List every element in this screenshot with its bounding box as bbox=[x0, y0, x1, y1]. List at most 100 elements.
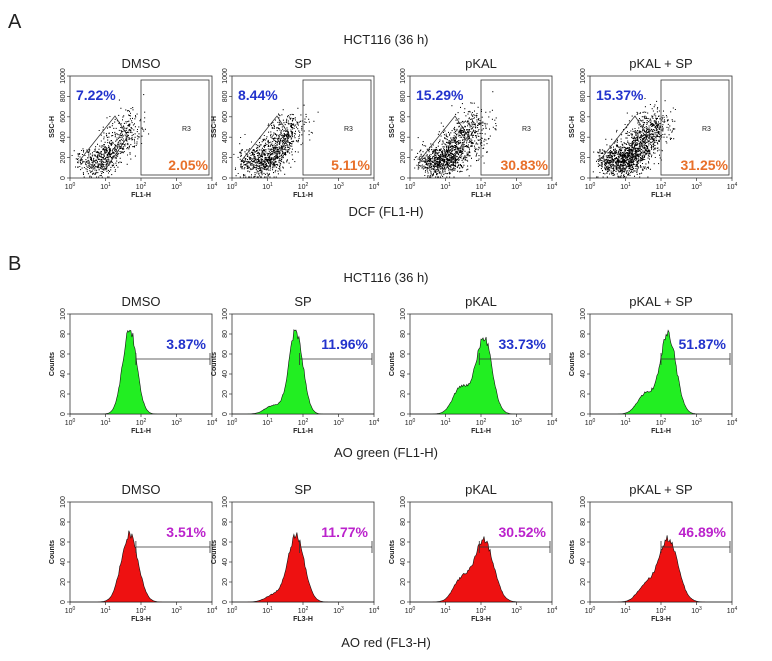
y-tick-label: 80 bbox=[222, 330, 229, 338]
y-tick-label: 60 bbox=[580, 538, 587, 546]
gate-polygon bbox=[241, 115, 291, 171]
x-axis-label: FL1-H bbox=[293, 192, 313, 199]
tick-exp: 1 bbox=[448, 606, 451, 612]
tick-base: 10 bbox=[369, 420, 377, 427]
tick-base: 10 bbox=[476, 420, 484, 427]
y-tick-label: 800 bbox=[60, 90, 67, 102]
left-gate-percent: 7.22% bbox=[76, 87, 116, 103]
tick-base: 10 bbox=[333, 184, 341, 191]
x-tick-label: 100 bbox=[65, 182, 76, 191]
y-tick-label: 0 bbox=[580, 412, 587, 416]
tick-base: 10 bbox=[333, 608, 341, 615]
y-tick-label: 1000 bbox=[222, 68, 229, 84]
tick-base: 10 bbox=[369, 608, 377, 615]
tick-base: 10 bbox=[100, 420, 108, 427]
tick-base: 10 bbox=[405, 420, 413, 427]
tick-exp: 0 bbox=[413, 418, 416, 424]
plot-title: pKAL + SP bbox=[629, 294, 692, 309]
x-tick-label: 103 bbox=[691, 182, 702, 191]
tick-exp: 2 bbox=[306, 182, 309, 188]
y-tick-label: 80 bbox=[400, 518, 407, 526]
x-axis-label: FL3-H bbox=[651, 616, 671, 623]
tick-base: 10 bbox=[136, 608, 144, 615]
tick-base: 10 bbox=[585, 608, 593, 615]
y-axis-label: Counts bbox=[389, 540, 396, 564]
x-tick-label: 102 bbox=[656, 182, 667, 191]
x-axis-label: FL1-H bbox=[131, 428, 151, 435]
marker-bracket bbox=[478, 353, 551, 365]
tick-exp: 3 bbox=[519, 418, 522, 424]
y-tick-label: 20 bbox=[580, 578, 587, 586]
y-tick-label: 60 bbox=[580, 350, 587, 358]
x-axis-label: FL3-H bbox=[293, 616, 313, 623]
tick-exp: 4 bbox=[377, 182, 380, 188]
y-tick-label: 0 bbox=[222, 412, 229, 416]
panel-title: HCT116 (36 h) bbox=[343, 270, 428, 285]
tick-base: 10 bbox=[262, 608, 270, 615]
y-tick-label: 80 bbox=[60, 330, 67, 338]
y-tick-label: 0 bbox=[580, 176, 587, 180]
gate-label: R3 bbox=[344, 126, 353, 133]
tick-exp: 2 bbox=[484, 606, 487, 612]
scatter-dots bbox=[71, 94, 150, 178]
marker-percent: 11.96% bbox=[321, 336, 368, 352]
tick-exp: 3 bbox=[341, 606, 344, 612]
plot-title: SP bbox=[294, 56, 311, 71]
gate-r3 bbox=[302, 79, 372, 176]
x-tick-label: 101 bbox=[100, 606, 111, 615]
tick-base: 10 bbox=[100, 608, 108, 615]
tick-exp: 2 bbox=[484, 418, 487, 424]
gate-r3 bbox=[140, 79, 210, 176]
y-tick-label: 800 bbox=[580, 90, 587, 102]
panel-label: B bbox=[8, 253, 21, 275]
tick-exp: 2 bbox=[664, 418, 667, 424]
tick-exp: 3 bbox=[699, 606, 702, 612]
x-tick-label: 102 bbox=[476, 182, 487, 191]
histogram bbox=[410, 336, 552, 415]
x-tick-label: 101 bbox=[440, 182, 451, 191]
x-tick-label: 102 bbox=[476, 418, 487, 427]
x-axis-label: FL1-H bbox=[293, 428, 313, 435]
marker-bracket bbox=[660, 541, 731, 553]
tick-exp: 2 bbox=[664, 606, 667, 612]
marker-percent: 33.73% bbox=[499, 336, 547, 352]
x-tick-label: 101 bbox=[620, 606, 631, 615]
marker-percent: 46.89% bbox=[679, 524, 727, 540]
left-gate-percent: 15.37% bbox=[596, 87, 644, 103]
y-tick-label: 200 bbox=[222, 152, 229, 164]
x-tick-label: 104 bbox=[369, 606, 380, 615]
x-tick-label: 103 bbox=[511, 606, 522, 615]
plot-title: SP bbox=[294, 482, 311, 497]
tick-exp: 1 bbox=[108, 418, 111, 424]
y-tick-label: 400 bbox=[400, 131, 407, 143]
tick-base: 10 bbox=[585, 184, 593, 191]
y-tick-label: 80 bbox=[400, 330, 407, 338]
x-axis-label: FL3-H bbox=[471, 616, 491, 623]
x-tick-label: 103 bbox=[691, 606, 702, 615]
y-tick-label: 100 bbox=[580, 496, 587, 508]
y-tick-label: 0 bbox=[222, 176, 229, 180]
tick-exp: 1 bbox=[108, 182, 111, 188]
marker-bracket bbox=[478, 541, 551, 553]
plot-title: pKAL bbox=[465, 294, 497, 309]
tick-base: 10 bbox=[136, 420, 144, 427]
y-tick-label: 200 bbox=[60, 152, 67, 164]
tick-base: 10 bbox=[171, 608, 179, 615]
tick-exp: 0 bbox=[413, 182, 416, 188]
tick-base: 10 bbox=[171, 420, 179, 427]
y-tick-label: 20 bbox=[60, 578, 67, 586]
x-tick-label: 104 bbox=[207, 418, 218, 427]
y-tick-label: 100 bbox=[60, 496, 67, 508]
y-axis-label: Counts bbox=[49, 540, 56, 564]
x-tick-label: 102 bbox=[298, 182, 309, 191]
gate-label: R3 bbox=[182, 126, 191, 133]
tick-base: 10 bbox=[298, 420, 306, 427]
tick-base: 10 bbox=[227, 420, 235, 427]
tick-exp: 0 bbox=[235, 418, 238, 424]
x-tick-label: 102 bbox=[298, 418, 309, 427]
tick-base: 10 bbox=[171, 184, 179, 191]
x-axis-label: FL3-H bbox=[131, 616, 151, 623]
tick-base: 10 bbox=[369, 184, 377, 191]
y-tick-label: 0 bbox=[60, 176, 67, 180]
